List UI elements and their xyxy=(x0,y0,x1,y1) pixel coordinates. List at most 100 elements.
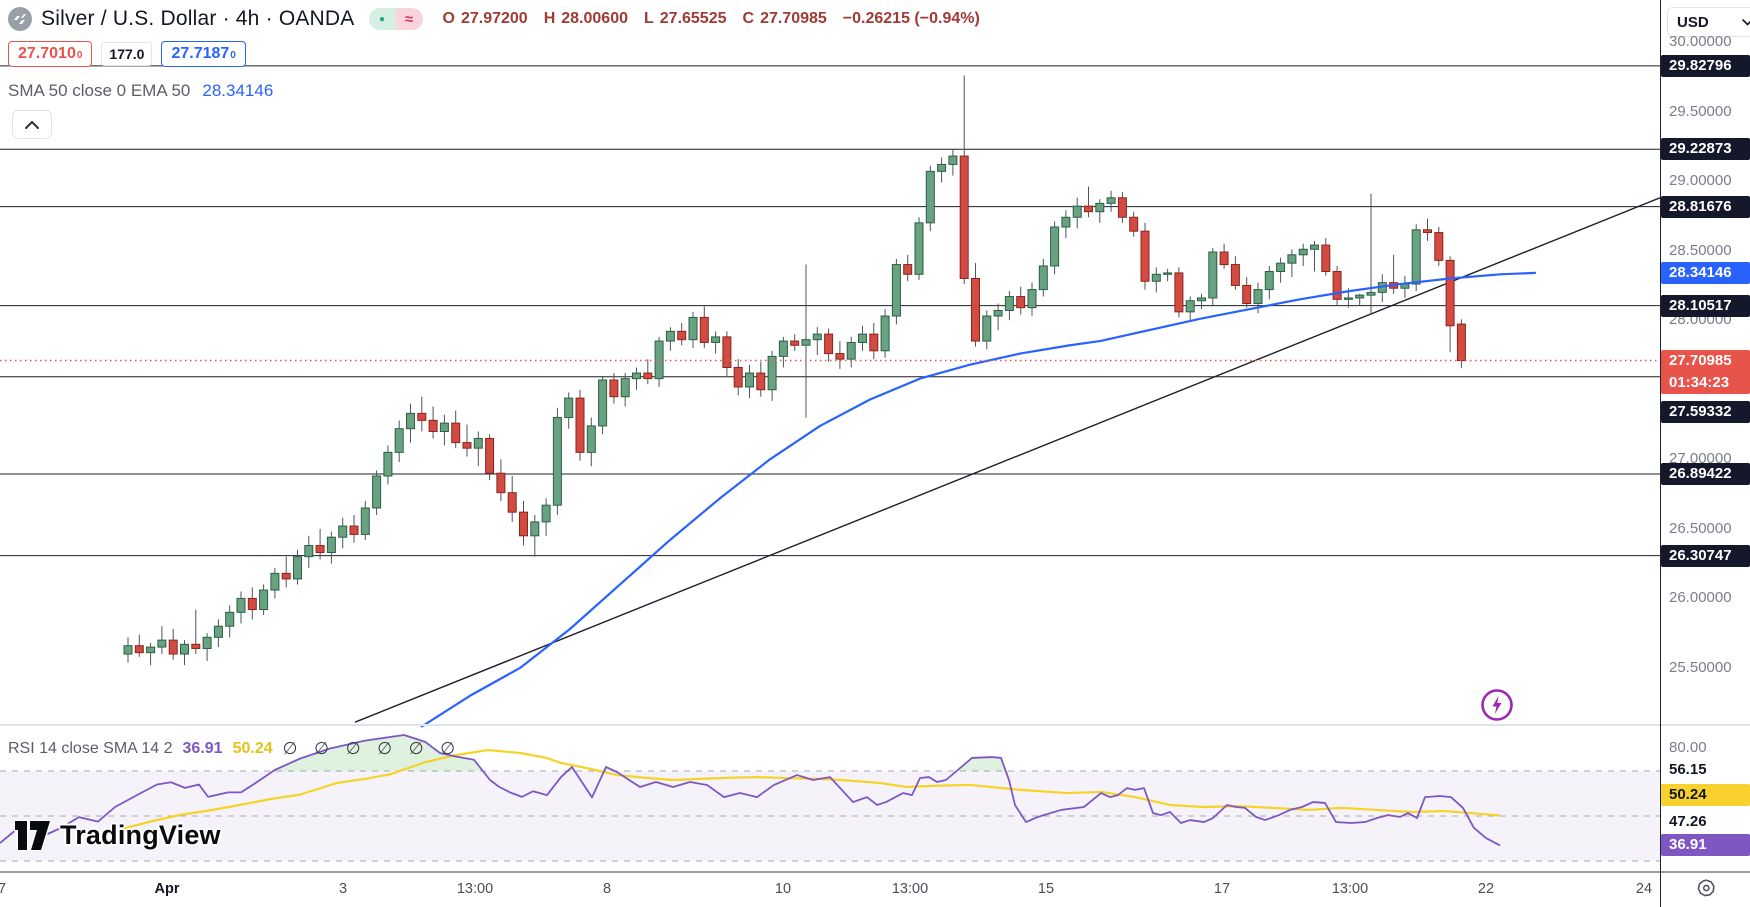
time-label: 13:00 xyxy=(891,881,929,897)
time-axis[interactable]: 7 Apr 3 13:00 8 10 13:00 15 17 13:00 22 24 xyxy=(0,873,1750,907)
rsi-empty-values: ∅ ∅ ∅ ∅ ∅ ∅ xyxy=(282,739,462,758)
candle-body xyxy=(428,419,438,432)
boost-icon[interactable] xyxy=(1480,688,1514,727)
candle-body xyxy=(801,339,811,346)
symbol-title[interactable]: Silver / U.S. Dollar · 4h · OANDA xyxy=(41,7,355,30)
sell-button[interactable]: 27.7010 0 xyxy=(8,41,93,67)
candle-body xyxy=(315,545,325,553)
axis-settings-gear-icon[interactable] xyxy=(1697,879,1716,903)
time-label: 3 xyxy=(338,881,348,897)
ema-value: 28.34146 xyxy=(202,81,274,100)
candle-body xyxy=(948,155,958,165)
candle-body xyxy=(1129,216,1139,232)
price-level-badge: 28.10517 xyxy=(1661,294,1750,317)
candle-body xyxy=(394,428,404,453)
candle-body xyxy=(349,525,359,535)
rsi-value: 36.91 xyxy=(182,740,223,757)
candle-body xyxy=(1411,229,1421,285)
candle-body xyxy=(541,504,551,523)
candle-body xyxy=(270,572,280,591)
candle-body xyxy=(564,397,574,419)
candle-body xyxy=(937,163,947,172)
candle-body xyxy=(869,333,879,352)
time-label: 7 xyxy=(0,881,7,897)
rsi-value-badge: 36.91 xyxy=(1661,834,1750,856)
candle-body xyxy=(846,341,856,360)
candle-body xyxy=(699,316,709,343)
rsi-legend[interactable]: RSI 14 close SMA 14 2 36.91 50.24 ∅ ∅ ∅ … xyxy=(8,739,461,759)
candle-body xyxy=(767,355,777,391)
ohlc-values: O 27.97200 H 28.00600 L 27.65525 C 27.70985 … xyxy=(442,10,980,27)
candle-body xyxy=(496,472,506,494)
price-level-badge: 26.30747 xyxy=(1661,544,1750,567)
candle-body xyxy=(1027,289,1037,309)
price-tick: 29.50000 xyxy=(1669,102,1732,120)
candle-body xyxy=(180,643,189,655)
price-level-badge: 27.59332 xyxy=(1661,401,1750,423)
price-level-badge: 28.81676 xyxy=(1661,195,1750,218)
candle-body xyxy=(236,597,246,613)
candle-body xyxy=(993,309,1003,317)
candle-body xyxy=(1004,296,1014,311)
bar-countdown: 01:34:23 xyxy=(1669,373,1730,391)
currency-dropdown[interactable]: USD xyxy=(1667,7,1750,37)
candle-body xyxy=(1343,297,1353,300)
candle-body xyxy=(406,412,415,430)
candle-body xyxy=(745,372,754,388)
candle-body xyxy=(451,422,461,444)
candle-body xyxy=(439,422,449,432)
price-tick: 30.00000 xyxy=(1669,33,1732,50)
tradingview-watermark[interactable]: TradingView xyxy=(14,820,221,851)
candle-body xyxy=(722,336,732,368)
time-label: 13:00 xyxy=(1331,881,1369,897)
candle-body xyxy=(756,372,766,391)
candle-body xyxy=(891,264,901,317)
rsi-tick: 80.00 xyxy=(1669,739,1707,756)
candle-body xyxy=(338,525,348,538)
candle-body xyxy=(575,397,585,453)
time-label: 8 xyxy=(602,881,612,897)
candle-body xyxy=(157,639,167,648)
candle-body xyxy=(1084,205,1093,213)
candle-body xyxy=(688,316,698,341)
candle-body xyxy=(1163,272,1173,275)
indicator-legend-text: SMA 50 close 0 EMA 50 xyxy=(8,81,191,100)
candle-body xyxy=(372,475,382,509)
buy-button[interactable]: 27.7187 0 xyxy=(161,41,246,67)
candle-body xyxy=(1219,251,1229,266)
candle-body xyxy=(191,643,201,649)
collapse-legend-button[interactable] xyxy=(12,110,52,139)
rsi-tick: 47.26 xyxy=(1669,813,1707,830)
candle-body xyxy=(1106,197,1116,204)
indicator-legend[interactable]: SMA 50 close 0 EMA 50 28.34146 xyxy=(8,81,273,101)
price-level-badge: 29.82796 xyxy=(1661,54,1750,77)
time-label: Apr xyxy=(154,881,180,897)
candle-body xyxy=(293,556,302,580)
current-price-badge: 27.70985 01:34:23 xyxy=(1661,349,1750,394)
candle-body xyxy=(971,277,980,342)
candle-body xyxy=(790,340,800,346)
candle-body xyxy=(925,170,935,224)
current-price-value: 27.70985 xyxy=(1669,351,1732,369)
symbol-icon[interactable] xyxy=(8,7,32,31)
time-label: 13:00 xyxy=(456,881,494,897)
candle-body xyxy=(1095,202,1105,213)
candle-body xyxy=(1185,300,1195,313)
candle-body xyxy=(146,646,156,654)
candle-body xyxy=(1230,264,1240,286)
price-axis[interactable]: USD 30.00000 29.50000 29.00000 28.50000 28.0… xyxy=(1661,0,1750,907)
candle-body xyxy=(1197,297,1206,302)
candle-body xyxy=(281,572,291,580)
rsi-legend-text: RSI 14 close SMA 14 2 xyxy=(8,740,173,757)
candle-body xyxy=(778,340,788,357)
candle-body xyxy=(1310,244,1319,250)
candle-body xyxy=(1423,229,1432,234)
market-status-pill[interactable]: ● ≈ xyxy=(368,8,423,30)
candle-body xyxy=(586,425,596,453)
trendline xyxy=(354,197,1661,723)
watermark-text: TradingView xyxy=(60,820,221,850)
change-value: −0.26215 (−0.94%) xyxy=(842,10,980,27)
